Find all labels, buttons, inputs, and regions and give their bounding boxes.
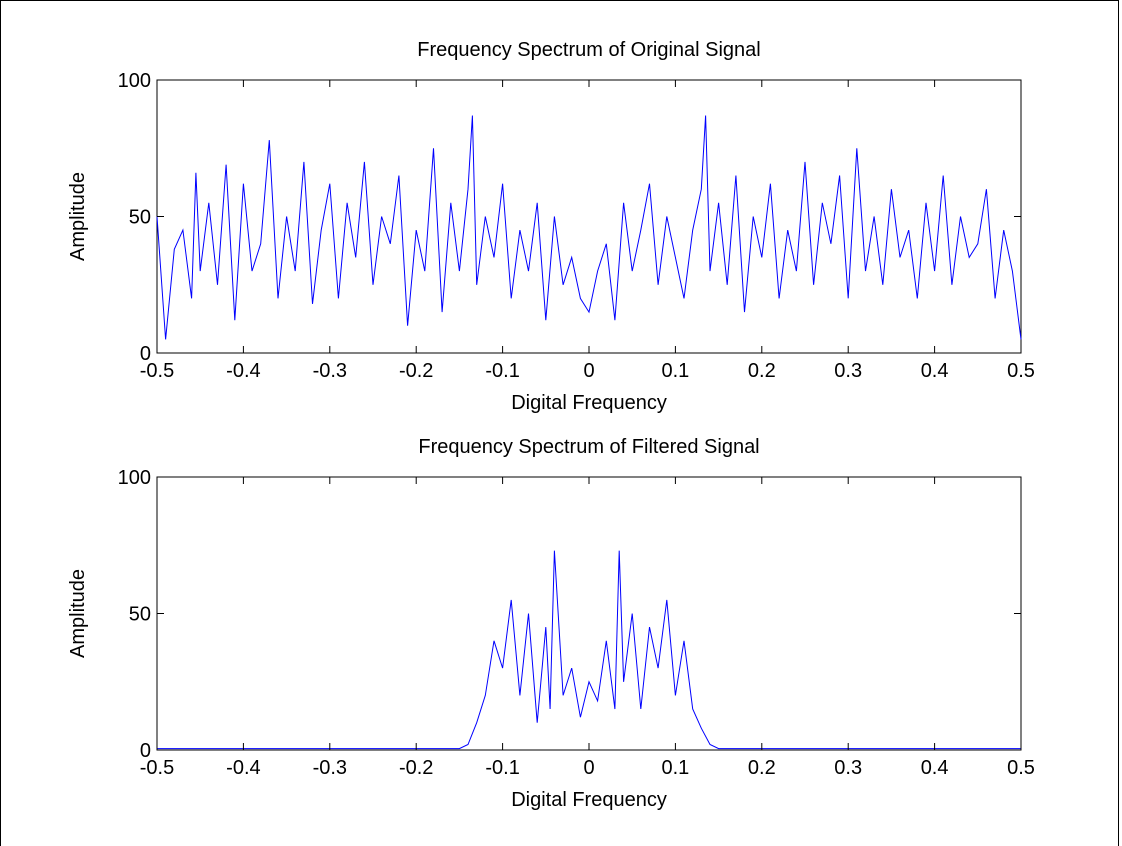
- y-tick-label: 50: [129, 207, 151, 229]
- y-tick-label: 100: [118, 467, 151, 489]
- x-tick-label: -0.2: [399, 757, 433, 779]
- x-tick-label: -0.2: [399, 360, 433, 382]
- x-tick-label: 0.1: [661, 360, 689, 382]
- x-tick-label: -0.3: [313, 757, 347, 779]
- x-axis-label: Digital Frequency: [511, 392, 667, 414]
- x-tick-label: -0.1: [485, 757, 519, 779]
- x-tick-label: 0.3: [834, 757, 862, 779]
- chart-1: -0.5 -0.4 -0.3 -0.2 -0.1 0 0.1 0.2 0.3 0.4 0.5 0 50 1…: [67, 39, 1035, 414]
- y-tick-label: 100: [118, 70, 151, 92]
- x-tick-label: 0.2: [748, 360, 776, 382]
- plot-area: [156, 476, 1022, 751]
- y-tick-label: 0: [140, 740, 151, 762]
- x-axis-label: Digital Frequency: [511, 789, 667, 811]
- x-tick-label: -0.3: [313, 360, 347, 382]
- x-tick-label: 0.3: [834, 360, 862, 382]
- x-tick-label: -0.1: [485, 360, 519, 382]
- x-tick-label: 0.1: [661, 757, 689, 779]
- x-tick-label: -0.5: [140, 360, 174, 382]
- chart-title: Frequency Spectrum of Filtered Signal: [418, 436, 759, 458]
- x-tick-label: -0.4: [226, 757, 260, 779]
- x-tick-label: 0.4: [921, 360, 949, 382]
- x-tick-label: -0.5: [140, 757, 174, 779]
- x-tick-label: 0: [583, 757, 594, 779]
- series-line: [157, 550, 1021, 750]
- x-tick-label: -0.4: [226, 360, 260, 382]
- x-tick-label: 0.2: [748, 757, 776, 779]
- chart-2: -0.5 -0.4 -0.3 -0.2 -0.1 0 0.1 0.2 0.3 0.4 0.5 0 50 1…: [67, 436, 1035, 811]
- x-tick-label: 0.4: [921, 757, 949, 779]
- y-tick-label: 0: [140, 343, 151, 365]
- y-axis-label: Amplitude: [67, 569, 89, 658]
- y-axis-label: Amplitude: [67, 172, 89, 261]
- y-tick-label: 50: [129, 604, 151, 626]
- x-tick-label: 0: [583, 360, 594, 382]
- chart-title: Frequency Spectrum of Original Signal: [417, 39, 761, 61]
- x-tick-label: 0.5: [1007, 360, 1035, 382]
- x-tick-label: 0.5: [1007, 757, 1035, 779]
- series-line: [156, 115, 1022, 340]
